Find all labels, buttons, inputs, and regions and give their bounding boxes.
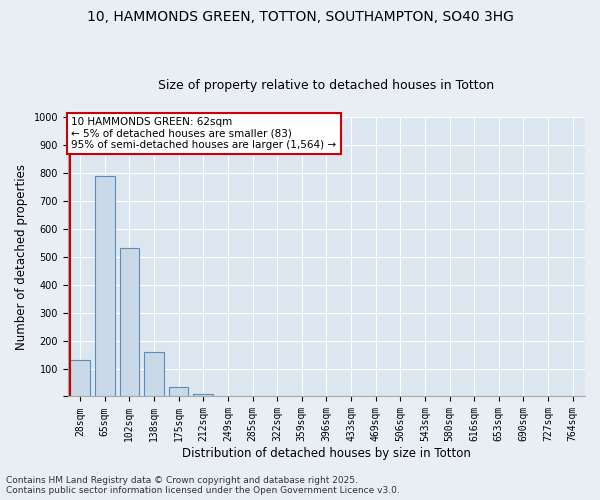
Text: Contains HM Land Registry data © Crown copyright and database right 2025.
Contai: Contains HM Land Registry data © Crown c… (6, 476, 400, 495)
Bar (169, 386, 188, 396)
Bar (119, 248, 139, 396)
Text: 10 HAMMONDS GREEN: 62sqm
← 5% of detached houses are smaller (83)
95% of semi-de: 10 HAMMONDS GREEN: 62sqm ← 5% of detache… (71, 117, 337, 150)
Text: 10, HAMMONDS GREEN, TOTTON, SOUTHAMPTON, SO40 3HG: 10, HAMMONDS GREEN, TOTTON, SOUTHAMPTON,… (86, 10, 514, 24)
Bar (95, 176, 115, 396)
X-axis label: Distribution of detached houses by size in Totton: Distribution of detached houses by size … (182, 447, 471, 460)
Bar (193, 394, 213, 396)
Y-axis label: Number of detached properties: Number of detached properties (15, 164, 28, 350)
Title: Size of property relative to detached houses in Totton: Size of property relative to detached ho… (158, 79, 494, 92)
Bar (144, 352, 164, 397)
Bar (70, 360, 90, 397)
